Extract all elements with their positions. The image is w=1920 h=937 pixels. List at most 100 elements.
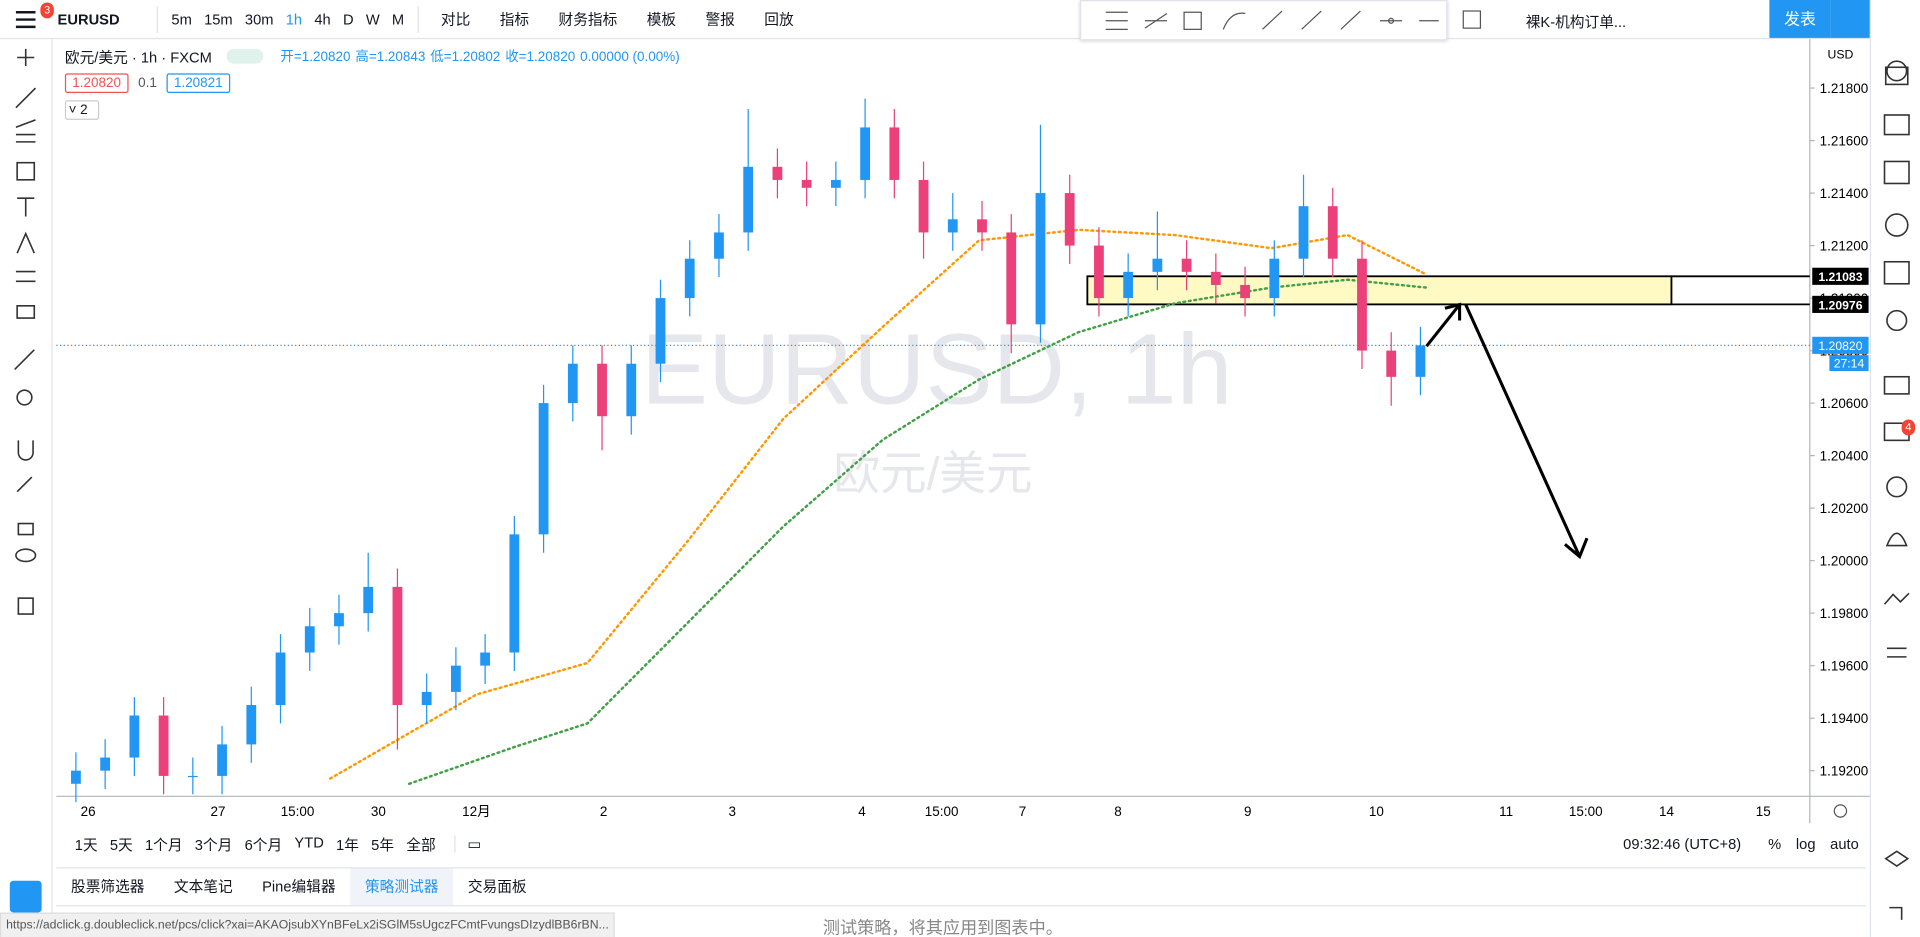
panel-tab[interactable]: 交易面板 [467, 878, 527, 896]
candle-body [947, 219, 958, 233]
interval[interactable]: 5m [171, 10, 192, 28]
rect-icon[interactable] [1462, 10, 1482, 30]
toolbar-button[interactable]: 回放 [764, 11, 794, 29]
candle [801, 161, 812, 207]
range-button[interactable]: 3个月 [194, 836, 233, 854]
x-tick-label: 2 [600, 804, 607, 819]
candle [1240, 266, 1250, 317]
candle-body [1386, 350, 1397, 377]
range-button[interactable]: YTD [294, 833, 324, 851]
interval[interactable]: M [391, 10, 405, 28]
panel-tab[interactable]: 股票筛选器 [71, 878, 145, 896]
scale-option[interactable]: auto [1830, 835, 1859, 853]
range-button[interactable]: 1个月 [144, 836, 183, 854]
candle [392, 568, 403, 750]
panel-tab[interactable]: 文本笔记 [173, 878, 233, 896]
x-tick-label: 12月 [462, 804, 490, 819]
arrow-drawing[interactable] [1425, 302, 1589, 560]
drawing-tools[interactable] [1081, 1, 1446, 39]
arrow-head [1444, 302, 1462, 321]
candle-body [100, 757, 111, 771]
menu-button[interactable] [0, 0, 51, 38]
ohlc-value: 低=1.20802 [430, 50, 501, 65]
interval[interactable]: 15m [204, 10, 233, 28]
arrow-line [1425, 303, 1461, 348]
candle-body [275, 652, 286, 706]
price-tag [1812, 267, 1869, 285]
interval[interactable]: W [365, 10, 380, 28]
candle-body [567, 363, 578, 404]
y-tick-label: 1.21600 [1820, 133, 1869, 148]
range-button[interactable]: 1年 [336, 836, 359, 854]
candle-body [450, 665, 461, 692]
interval[interactable]: 4h [314, 10, 331, 28]
price-tag-label: 1.20976 [1818, 298, 1862, 312]
toolbar-button[interactable]: 指标 [499, 11, 530, 29]
panel-tab[interactable]: Pine编辑器 [262, 878, 336, 896]
price-tag [1812, 295, 1869, 313]
candle-body [421, 691, 432, 706]
x-tick-label: 30 [371, 804, 386, 819]
tool-icons[interactable] [0, 39, 51, 937]
interval[interactable]: D [342, 10, 354, 28]
arrow-head [1563, 537, 1589, 560]
settings-icon[interactable] [1833, 804, 1848, 818]
scale-option[interactable]: log [1795, 835, 1816, 853]
candle-body [626, 363, 637, 417]
separator [156, 5, 158, 33]
interval[interactable]: 1h [285, 10, 303, 28]
x-tick-label: 10 [1369, 804, 1384, 819]
ohlc-value: 收=1.20820 [505, 50, 576, 65]
x-tick-label: 11 [1499, 804, 1513, 819]
candle [187, 757, 198, 795]
candle [538, 384, 549, 553]
candle [1210, 253, 1221, 304]
publish-button[interactable]: 发表 [1769, 0, 1831, 38]
candle-body [743, 166, 754, 233]
symbol[interactable]: EURUSD [57, 10, 120, 28]
play-button[interactable] [1830, 0, 1870, 38]
panel-tab[interactable]: 策略测试器 [350, 868, 454, 906]
logo-button[interactable] [9, 880, 42, 913]
scale-options: % log auto [1761, 835, 1866, 852]
left-toolbar [0, 39, 53, 937]
candle-body [509, 534, 520, 653]
candle [246, 686, 257, 763]
candle-body [1298, 206, 1309, 259]
candle-body [363, 586, 374, 614]
range-button[interactable]: 5天 [109, 836, 133, 854]
toolbar-button[interactable]: 对比 [440, 11, 471, 29]
toolbar-button[interactable]: 模板 [646, 11, 677, 29]
candle [1006, 214, 1017, 354]
interval[interactable]: 30m [244, 10, 274, 28]
candle [275, 634, 286, 724]
goto-icon[interactable]: ▭ [454, 835, 481, 853]
candle-body [772, 166, 783, 180]
clock: 09:32:46 (UTC+8) [1623, 835, 1742, 853]
status-pill[interactable] [226, 48, 264, 64]
ranges: 1天 5天 1个月 3个月 6个月 YTD 1年 5年 全部 [69, 834, 442, 855]
toolbar-button[interactable]: 财务指标 [558, 11, 618, 29]
candle [1094, 227, 1104, 317]
range-button[interactable]: 5年 [371, 836, 395, 854]
bid[interactable]: 1.20820 [64, 73, 129, 93]
range-button[interactable]: 1天 [74, 836, 98, 854]
scale-option[interactable]: % [1768, 835, 1782, 853]
layout-name[interactable]: 裸K-机构订单... [1525, 13, 1627, 31]
watermark-symbol: EURUSD, 1h [641, 314, 1232, 426]
ask[interactable]: 1.20821 [166, 73, 230, 93]
zone[interactable] [1086, 275, 1673, 306]
range-button[interactable]: 全部 [406, 836, 436, 854]
toolbar-button[interactable]: 警报 [705, 11, 735, 29]
candle [1181, 240, 1192, 291]
top-toolbar: 3 EURUSD 5m 15m 30m 1h 4h D W M 对比 指标 财务指标 模板 警报 回放 … [0, 0, 1870, 41]
range-button[interactable]: 6个月 [244, 836, 283, 854]
candle [1064, 174, 1075, 264]
candle-body [1181, 258, 1192, 272]
indicators-toggle[interactable]: ˅ 2 [64, 100, 100, 120]
widget-icons[interactable] [1871, 0, 1920, 937]
candle-body [392, 586, 403, 706]
candle-body [918, 179, 929, 233]
